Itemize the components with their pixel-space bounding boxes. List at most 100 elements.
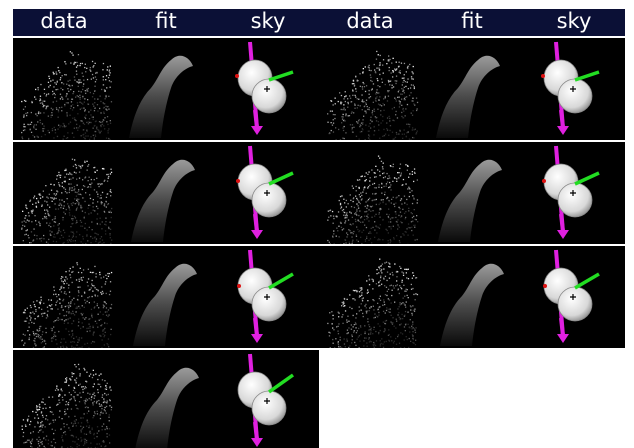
echo-pixel	[404, 99, 406, 101]
echo-pixel	[413, 87, 415, 90]
echo-pixel	[50, 299, 52, 301]
echo-pixel	[61, 285, 63, 288]
echo-pixel	[389, 129, 391, 132]
echo-pixel	[61, 110, 63, 112]
echo-pixel	[84, 443, 86, 445]
echo-pixel	[378, 213, 380, 215]
echo-pixel	[395, 61, 397, 63]
echo-pixel	[67, 102, 69, 104]
echo-pixel	[356, 203, 358, 205]
echo-pixel	[51, 219, 54, 221]
echo-pixel	[84, 160, 86, 162]
echo-pixel	[35, 310, 37, 313]
echo-pixel	[88, 318, 90, 320]
echo-pixel	[98, 399, 100, 402]
echo-pixel	[101, 324, 103, 326]
echo-pixel	[73, 373, 75, 375]
lobe	[251, 286, 287, 322]
echo-pixel	[328, 132, 330, 135]
echo-pixel	[389, 80, 391, 82]
echo-pixel	[394, 139, 397, 140]
echo-pixel	[384, 320, 386, 322]
echo-pixel	[88, 426, 90, 429]
echo-pixel	[54, 194, 57, 196]
echo-pixel	[84, 441, 86, 443]
echo-pixel	[109, 387, 111, 389]
echo-pixel	[354, 213, 356, 215]
echo-pixel	[388, 199, 390, 202]
echo-pixel	[25, 233, 27, 235]
echo-pixel	[356, 210, 358, 212]
echo-pixel	[410, 288, 413, 290]
echo-pixel	[90, 242, 92, 244]
echo-pixel	[391, 87, 393, 89]
echo-pixel	[73, 346, 75, 348]
echo-pixel	[80, 206, 82, 208]
echo-pixel	[61, 446, 63, 448]
echo-pixel	[59, 93, 62, 95]
echo-pixel	[356, 80, 358, 82]
echo-pixel	[368, 197, 371, 199]
echo-pixel	[349, 211, 351, 213]
echo-pixel	[367, 205, 369, 207]
echo-pixel	[388, 55, 390, 57]
echo-pixel	[71, 236, 74, 239]
echo-pixel	[39, 99, 42, 101]
echo-pixel	[393, 325, 395, 327]
echo-pixel	[378, 99, 380, 101]
echo-pixel	[379, 279, 381, 282]
echo-pixel	[372, 305, 374, 307]
echo-pixel	[51, 328, 53, 330]
echo-pixel	[93, 415, 95, 417]
echo-pixel	[368, 125, 370, 127]
echo-pixel	[401, 88, 403, 90]
echo-pixel	[68, 391, 70, 394]
echo-pixel	[106, 121, 108, 123]
echo-pixel	[41, 338, 43, 340]
echo-pixel	[90, 308, 93, 310]
echo-pixel	[94, 85, 96, 87]
echo-pixel	[70, 183, 72, 185]
echo-pixel	[403, 89, 405, 92]
echo-pixel	[389, 84, 391, 86]
echo-pixel	[82, 179, 84, 181]
echo-pixel	[36, 329, 38, 331]
echo-pixel	[363, 219, 366, 221]
echo-pixel	[89, 69, 91, 71]
echo-pixel	[83, 83, 85, 85]
echo-pixel	[414, 344, 417, 346]
echo-pixel	[64, 176, 66, 178]
echo-pixel	[83, 291, 86, 293]
echo-pixel	[370, 227, 372, 229]
echo-pixel	[352, 89, 354, 91]
echo-pixel	[74, 441, 76, 443]
echo-pixel	[110, 171, 113, 173]
echo-pixel	[61, 96, 63, 99]
echo-pixel	[87, 285, 89, 287]
echo-pixel	[73, 107, 75, 109]
echo-pixel	[377, 239, 379, 241]
echo-pixel	[92, 202, 94, 204]
echo-pixel	[73, 387, 76, 389]
echo-pixel	[369, 122, 371, 125]
echo-pixel	[105, 303, 107, 305]
echo-pixel	[359, 85, 361, 87]
echo-pixel	[377, 103, 380, 105]
echo-pixel	[77, 193, 79, 195]
echo-pixel	[34, 318, 36, 320]
echo-pixel	[337, 325, 339, 327]
echo-pixel	[79, 373, 81, 375]
echo-pixel	[105, 314, 108, 316]
echo-pixel	[369, 96, 372, 98]
echo-pixel	[80, 312, 82, 315]
panel	[217, 38, 319, 140]
echo-pixel	[343, 119, 345, 121]
echo-pixel	[109, 233, 111, 235]
echo-pixel	[93, 125, 95, 127]
echo-pixel	[104, 406, 106, 409]
echo-pixel	[334, 103, 336, 105]
echo-pixel	[72, 92, 74, 95]
panel	[421, 142, 523, 244]
echo-pixel	[395, 285, 397, 287]
echo-pixel	[84, 292, 86, 294]
